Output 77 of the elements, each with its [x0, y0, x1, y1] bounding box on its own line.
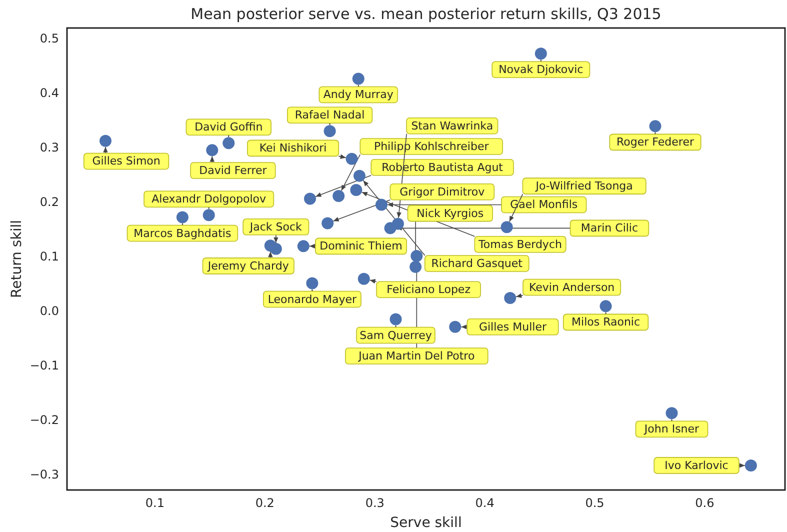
point	[500, 221, 513, 234]
point	[202, 209, 215, 222]
annotation: Grigor Dimitrov	[400, 185, 486, 198]
point	[410, 260, 422, 273]
annotation: Sam Querrey	[360, 328, 432, 342]
y-tick-label: 0.1	[40, 250, 59, 264]
point	[222, 137, 235, 150]
x-tick-label: 0.6	[695, 496, 714, 510]
annotation: Richard Gasquet	[431, 257, 524, 270]
annotation: Dominic Thiem	[320, 240, 402, 253]
annotation: Roger Federer	[616, 136, 694, 149]
annotation: David Goffin	[194, 120, 263, 134]
point	[352, 72, 364, 85]
annotation: Feliciano Lopez	[386, 283, 471, 296]
point	[306, 277, 318, 290]
annotation: Kei Nishikori	[259, 142, 327, 155]
annotation: Rafael Nadal	[294, 108, 365, 122]
annotation: Leonardo Mayer	[268, 292, 358, 306]
x-tick-label: 0.3	[365, 496, 384, 510]
y-axis-title: Return skill	[9, 220, 25, 298]
annotation: John Isner	[643, 422, 700, 436]
x-axis-title: Serve skill	[390, 515, 462, 531]
y-tick-label: 0.2	[40, 195, 59, 209]
point	[297, 240, 310, 252]
x-tick-label: 0.4	[475, 496, 494, 510]
x-tick-label: 0.2	[255, 496, 274, 510]
point	[304, 192, 316, 205]
point	[358, 272, 370, 285]
annotation: Gilles Muller	[478, 320, 547, 334]
y-tick-label: 0.5	[40, 31, 59, 46]
annotation: David Ferrer	[199, 164, 268, 178]
annotation: Novak Djokovic	[498, 63, 584, 76]
point	[264, 240, 276, 252]
annotation: Kevin Anderson	[528, 280, 615, 294]
point	[449, 320, 462, 333]
annotation: Alexandr Dolgopolov	[152, 192, 267, 206]
annotation: Juan Martin Del Potro	[358, 350, 475, 362]
chart-title: Mean posterior serve vs. mean posterior return skills, Q3 2015	[190, 5, 662, 23]
point	[350, 184, 362, 196]
point	[410, 250, 423, 262]
x-tick-label: 0.1	[145, 496, 165, 510]
point	[384, 222, 396, 234]
point	[332, 190, 345, 202]
y-tick-label: 0.3	[40, 140, 59, 154]
point	[534, 48, 547, 60]
annotation: Marcos Baghdatis	[134, 226, 232, 240]
point	[322, 217, 334, 230]
annotation: Andy Murray	[323, 88, 394, 102]
y-tick-label: −0.2	[30, 413, 59, 428]
y-tick-label: 0.4	[40, 86, 59, 100]
point	[600, 300, 612, 312]
y-tick-label: −0.1	[30, 358, 59, 373]
point	[353, 170, 366, 182]
point	[324, 125, 336, 138]
point	[504, 292, 516, 304]
annotation: Marin Cilic	[580, 222, 638, 235]
y-tick-label: 0.0	[40, 304, 59, 318]
annotation: Milos Raonic	[572, 316, 640, 329]
point	[176, 211, 188, 224]
annotation: Jeremy Chardy	[206, 259, 290, 272]
annotation: Gilles Simon	[92, 154, 160, 168]
annotation: Stan Wawrinka	[411, 119, 494, 132]
annotation: Jo-Wilfried Tsonga	[534, 180, 633, 193]
point	[346, 152, 358, 165]
point	[206, 144, 218, 156]
point	[99, 134, 112, 147]
annotation: Jack Sock	[248, 220, 303, 234]
point	[744, 459, 757, 472]
annotation: Tomas Berdych	[478, 238, 562, 251]
point	[375, 198, 388, 211]
point	[390, 313, 402, 326]
point	[649, 120, 662, 132]
x-tick-label: 0.5	[585, 496, 604, 510]
y-tick-label: −0.3	[30, 468, 59, 482]
annotation: Nick Kyrgios	[416, 206, 484, 220]
annotation: Ivo Karlovic	[664, 458, 728, 472]
point	[666, 407, 678, 420]
